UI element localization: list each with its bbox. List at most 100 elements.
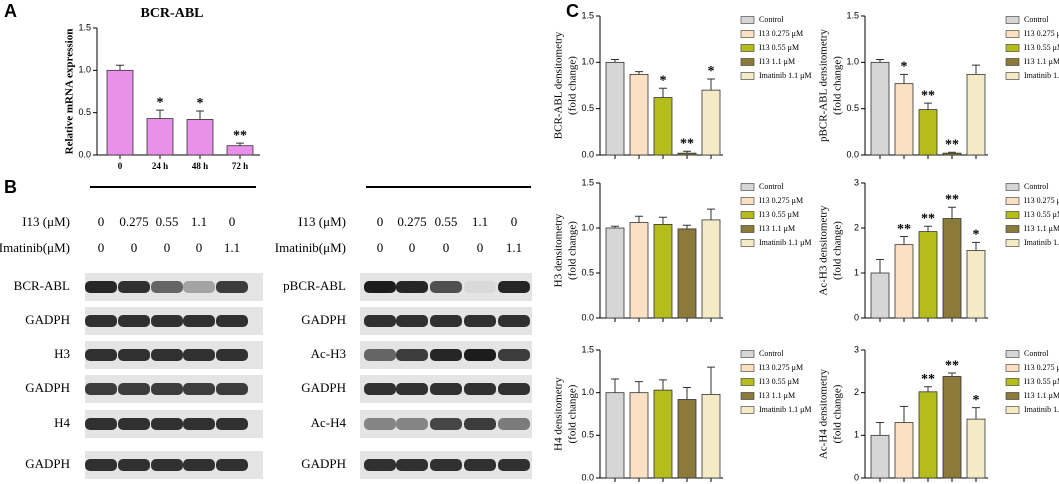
error-bar xyxy=(236,142,244,146)
bar xyxy=(677,152,697,156)
legend-label: I13 0.275 μM xyxy=(759,196,803,205)
y-tick-label: 0.5 xyxy=(581,103,594,113)
blot-band xyxy=(364,315,396,327)
legend-swatch xyxy=(1005,16,1020,24)
error-bar xyxy=(659,379,667,391)
blot-band xyxy=(396,418,428,430)
legend-label: Control xyxy=(1024,182,1049,191)
blot-band xyxy=(396,459,428,471)
y-tick-label: 1.5 xyxy=(78,22,91,32)
dose-value: 0.275 xyxy=(397,214,426,229)
significance: ** xyxy=(921,211,935,226)
blot-band xyxy=(151,349,183,361)
error-bar xyxy=(683,224,691,229)
blot-label: H3 xyxy=(54,346,70,361)
y-axis-label: pBCR-ABL densitometry xyxy=(818,29,830,142)
legend-label: I13 1.1 μM xyxy=(1024,57,1059,66)
bar xyxy=(605,227,625,319)
legend-swatch xyxy=(1005,30,1020,38)
blot-band xyxy=(464,315,496,327)
bar xyxy=(870,61,890,156)
blot-band xyxy=(183,349,215,361)
blot-band xyxy=(498,459,530,471)
blot-band xyxy=(183,315,215,327)
blot-band xyxy=(118,349,150,361)
blot-band xyxy=(364,281,396,293)
y-tick-label: 1 xyxy=(854,267,859,277)
blot-band xyxy=(151,315,183,327)
legend-label: Control xyxy=(1024,15,1049,24)
blot-band xyxy=(498,383,530,395)
bar xyxy=(653,389,673,479)
panel-label: B xyxy=(4,177,17,197)
blot-band xyxy=(498,315,530,327)
legend-swatch xyxy=(1005,211,1020,219)
blot-band xyxy=(216,383,248,395)
blot-band xyxy=(364,349,396,361)
y-axis-label: (fold change) xyxy=(832,384,844,443)
legend-swatch xyxy=(740,364,755,372)
dose-value: 1.1 xyxy=(191,214,207,229)
chart-title: BCR-ABL xyxy=(140,6,203,21)
blot-band xyxy=(396,383,428,395)
legend-swatch xyxy=(1005,44,1020,52)
bar xyxy=(942,376,962,479)
bar xyxy=(918,109,938,156)
blot-band xyxy=(396,349,428,361)
legend-label: Imatinib 1.1 μM xyxy=(1024,238,1059,247)
dose-value: 1.1 xyxy=(224,240,240,255)
error-bar xyxy=(948,372,956,377)
y-axis-label: BCR-ABL densitometry xyxy=(553,31,565,139)
error-bar xyxy=(635,215,643,223)
bar xyxy=(226,145,254,156)
legend-swatch xyxy=(740,58,755,66)
blot-label: GADPH xyxy=(25,380,70,395)
y-tick-label: 1.0 xyxy=(846,57,859,67)
error-bar xyxy=(876,259,884,273)
error-bar xyxy=(972,407,980,420)
legend-label: I13 1.1 μM xyxy=(759,391,795,400)
bar xyxy=(942,218,962,319)
bar xyxy=(966,250,986,319)
blot-band xyxy=(85,281,117,293)
y-tick-label: 0.5 xyxy=(846,103,859,113)
x-tick-label: 48 h xyxy=(192,161,208,171)
y-tick-label: 0.5 xyxy=(581,267,594,277)
blot-band xyxy=(216,281,248,293)
bar xyxy=(629,392,649,479)
legend-swatch xyxy=(740,44,755,52)
y-tick-label: 0.0 xyxy=(846,149,859,159)
legend-swatch xyxy=(740,225,755,233)
error-bar xyxy=(972,241,980,251)
error-bar xyxy=(972,64,980,75)
panel-label: C xyxy=(566,1,579,21)
y-tick-label: 0.0 xyxy=(581,312,594,322)
bar xyxy=(701,89,721,156)
legend-label: I13 0.55 μM xyxy=(1024,43,1059,52)
y-tick-label: 3 xyxy=(854,177,859,187)
legend-swatch xyxy=(1005,239,1020,247)
legend-swatch xyxy=(740,239,755,247)
blot-band xyxy=(85,315,117,327)
y-tick-label: 1.5 xyxy=(581,177,594,187)
dose-value: 0 xyxy=(98,214,105,229)
dose-value: 0.55 xyxy=(435,214,458,229)
y-axis-label: (fold change) xyxy=(567,56,579,115)
blot-band xyxy=(498,418,530,430)
error-bar xyxy=(924,386,932,392)
bar xyxy=(894,83,914,156)
error-bar xyxy=(948,206,956,219)
blot-band xyxy=(118,383,150,395)
dose-value: 0 xyxy=(377,240,384,255)
error-bar xyxy=(924,102,932,110)
legend-label: Control xyxy=(759,15,784,24)
blot-band xyxy=(464,418,496,430)
blot-label: GADPH xyxy=(301,312,346,327)
bar xyxy=(653,97,673,156)
dose-value: 0 xyxy=(409,240,416,255)
legend-label: I13 1.1 μM xyxy=(759,224,795,233)
blot-label: H4 xyxy=(54,415,70,430)
y-tick-label: 2 xyxy=(854,387,859,397)
significance: ** xyxy=(233,128,247,143)
significance: * xyxy=(901,60,908,75)
